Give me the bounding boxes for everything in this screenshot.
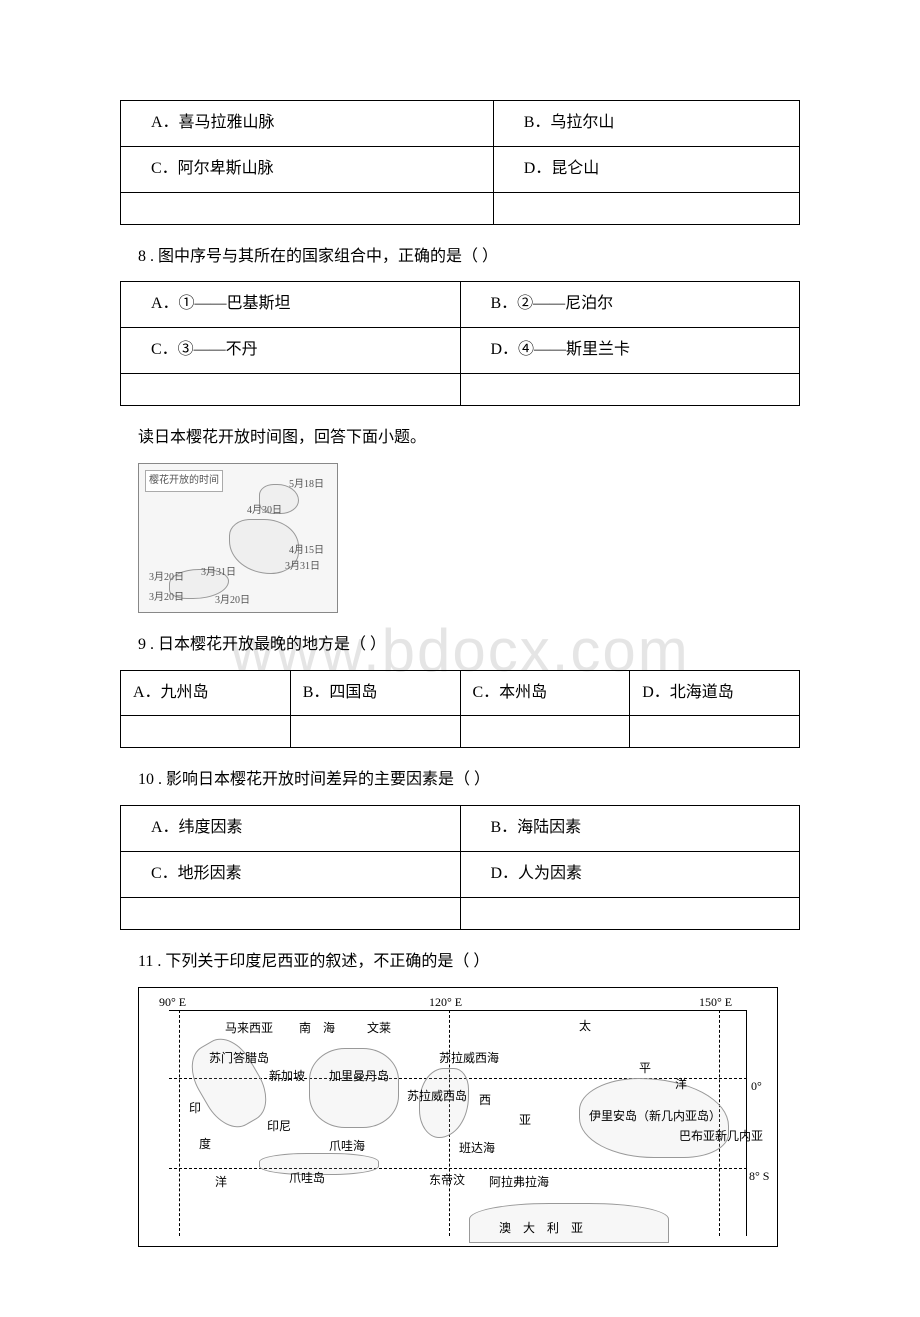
option-cell: A．喜马拉雅山脉 (121, 101, 494, 147)
page-content: A．喜马拉雅山脉 B．乌拉尔山 C．阿尔卑斯山脉 D．昆仑山 8 . 图中序号与… (120, 100, 800, 1247)
option-cell: B．海陆因素 (460, 806, 800, 852)
indonesia-map-figure: 90° E 120° E 150° E 0° 8° S 南 海 太平洋 马来西亚 文莱苏门答腊岛… (138, 987, 778, 1247)
map-place-label: 0° (751, 1076, 762, 1098)
map-place-label: 伊里安岛（新几内亚岛） (589, 1106, 721, 1128)
map-place-label: 马来西亚 (225, 1018, 273, 1040)
option-cell: D．④——斯里兰卡 (460, 328, 800, 374)
option-cell: B．②——尼泊尔 (460, 282, 800, 328)
q10-options-table: A．纬度因素 B．海陆因素 C．地形因素 D．人为因素 (120, 805, 800, 930)
option-cell: D．人为因素 (460, 851, 800, 897)
q11-stem: 11 . 下列关于印度尼西亚的叙述，不正确的是（ ） (138, 948, 800, 977)
map-place-label: 150° E (699, 992, 732, 1014)
map-place-label: 爪哇岛 (289, 1168, 325, 1190)
q9-stem: 9 . 日本樱花开放最晚的地方是（ ） (138, 631, 800, 660)
map-place-label: 苏门答腊岛 (209, 1048, 269, 1070)
map-place-label: 加里曼丹岛 (329, 1066, 389, 1088)
map-place-label: 120° E (429, 992, 462, 1014)
q7-options-table: A．喜马拉雅山脉 B．乌拉尔山 C．阿尔卑斯山脉 D．昆仑山 (120, 100, 800, 225)
map-place-label: 平 (639, 1058, 651, 1080)
map-place-label: 苏拉威西岛 (407, 1086, 467, 1108)
map-date-label: 3月20日 (149, 569, 184, 587)
map-place-label: 8° S (749, 1166, 769, 1188)
option-cell: A．九州岛 (121, 670, 291, 716)
option-cell: A．纬度因素 (121, 806, 461, 852)
option-cell: B．乌拉尔山 (493, 101, 799, 147)
map-date-label: 5月18日 (289, 476, 324, 494)
map-place-label: 印 (189, 1098, 201, 1120)
option-cell: C．本州岛 (460, 670, 630, 716)
table-row: A．纬度因素 B．海陆因素 (121, 806, 800, 852)
option-cell: D．昆仑山 (493, 146, 799, 192)
map-date-label: 3月31日 (285, 558, 320, 576)
map-date-label: 4月30日 (247, 502, 282, 520)
map-place-label: 南 海 (299, 1018, 335, 1040)
table-row: C．③——不丹 D．④——斯里兰卡 (121, 328, 800, 374)
option-cell: C．地形因素 (121, 851, 461, 897)
map-place-label: 新加坡 (269, 1066, 305, 1088)
q9-options-table: A．九州岛 B．四国岛 C．本州岛 D．北海道岛 (120, 670, 800, 749)
table-row (121, 897, 800, 929)
option-cell: C．③——不丹 (121, 328, 461, 374)
sakura-map-figure: 樱花开放的时间 5月18日4月30日4月15日3月31日3月31日3月20日3月… (138, 463, 338, 613)
option-cell: D．北海道岛 (630, 670, 800, 716)
map-place-label: 亚 (519, 1110, 531, 1132)
q10-stem: 10 . 影响日本樱花开放时间差异的主要因素是（ ） (138, 766, 800, 795)
map-place-label: 文莱 (367, 1018, 391, 1040)
map-date-label: 3月31日 (201, 564, 236, 582)
map-place-label: 爪哇海 (329, 1136, 365, 1158)
map-place-label: 洋 (675, 1074, 687, 1096)
map-place-label: 东帝汶 (429, 1170, 465, 1192)
map-place-label: 班达海 (459, 1138, 495, 1160)
table-row: C．地形因素 D．人为因素 (121, 851, 800, 897)
option-cell: C．阿尔卑斯山脉 (121, 146, 494, 192)
map-date-label: 3月20日 (215, 592, 250, 610)
table-row (121, 192, 800, 224)
table-row: A．①——巴基斯坦 B．②——尼泊尔 (121, 282, 800, 328)
sakura-map-title: 樱花开放的时间 (145, 470, 223, 492)
table-row: A．喜马拉雅山脉 B．乌拉尔山 (121, 101, 800, 147)
map-place-label: 苏拉威西海 (439, 1048, 499, 1070)
table-row (121, 716, 800, 748)
q8-stem: 8 . 图中序号与其所在的国家组合中，正确的是（ ） (138, 243, 800, 272)
map-place-label: 印尼 (267, 1116, 291, 1138)
option-cell: B．四国岛 (290, 670, 460, 716)
sakura-intro: 读日本樱花开放时间图，回答下面小题。 (138, 424, 800, 453)
map-date-label: 3月20日 (149, 589, 184, 607)
table-row (121, 373, 800, 405)
option-cell: A．①——巴基斯坦 (121, 282, 461, 328)
map-place-label: 西 (479, 1090, 491, 1112)
map-place-label: 巴布亚新几内亚 (679, 1126, 763, 1148)
map-place-label: 度 (199, 1134, 211, 1156)
table-row: A．九州岛 B．四国岛 C．本州岛 D．北海道岛 (121, 670, 800, 716)
map-place-label: 阿拉弗拉海 (489, 1172, 549, 1194)
q8-options-table: A．①——巴基斯坦 B．②——尼泊尔 C．③——不丹 D．④——斯里兰卡 (120, 281, 800, 406)
table-row: C．阿尔卑斯山脉 D．昆仑山 (121, 146, 800, 192)
map-place-label: 洋 (215, 1172, 227, 1194)
map-place-label: 澳 大 利 亚 (499, 1218, 583, 1240)
map-place-label: 太 (579, 1016, 591, 1038)
map-place-label: 90° E (159, 992, 186, 1014)
